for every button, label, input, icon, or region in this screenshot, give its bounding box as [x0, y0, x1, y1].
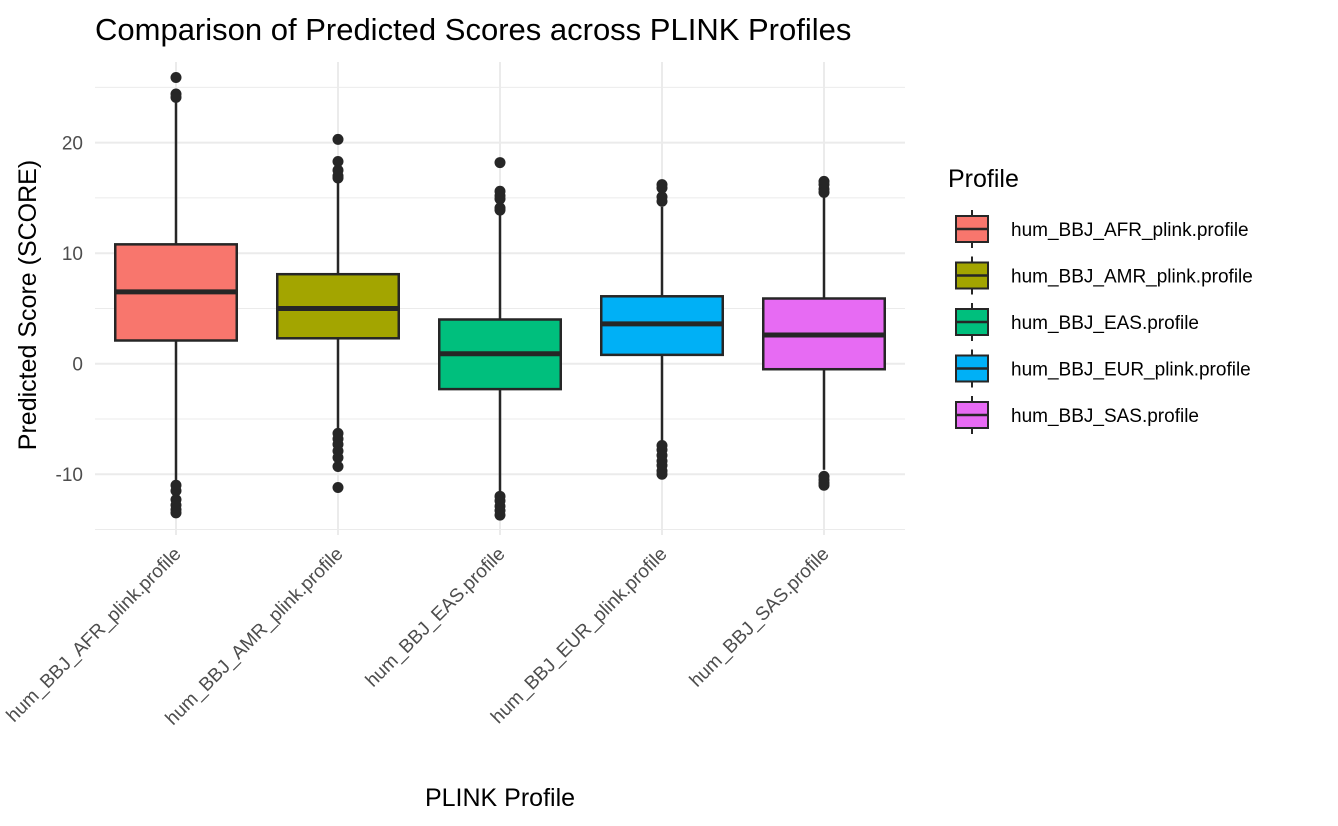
y-tick-labels: -10 0 10 20	[56, 134, 83, 487]
outlier-point	[494, 204, 506, 216]
legend: Profile hum_BBJ_AFR_plink.profile hum_BBJ…	[948, 165, 1253, 434]
box-2	[276, 133, 400, 493]
y-axis-title: Predicted Score (SCORE)	[14, 160, 42, 450]
x-tick-label: hum_BBJ_SAS.profile	[686, 544, 834, 692]
x-tick-label: hum_BBJ_EUR_plink.profile	[487, 544, 671, 728]
y-tick-label: 20	[62, 134, 83, 155]
outlier-point	[656, 468, 668, 480]
outlier-point	[170, 485, 182, 497]
outlier-point	[818, 186, 830, 198]
x-axis-title: PLINK Profile	[425, 784, 575, 812]
legend-item-2: hum_BBJ_AMR_plink.profile	[955, 256, 1253, 295]
outlier-point	[332, 481, 344, 493]
outlier-point	[170, 71, 182, 83]
box-4	[600, 179, 724, 480]
box-3	[438, 157, 562, 521]
y-tick-label: 10	[62, 244, 83, 265]
x-tick-label: hum_BBJ_EAS.profile	[362, 544, 510, 692]
outlier-point	[332, 172, 344, 184]
box-5	[762, 175, 886, 491]
x-tick-label: hum_BBJ_AMR_plink.profile	[162, 544, 348, 730]
x-tick-label: hum_BBJ_AFR_plink.profile	[3, 544, 186, 727]
y-tick-label: 0	[72, 355, 83, 376]
legend-label: hum_BBJ_EUR_plink.profile	[1011, 360, 1251, 381]
outlier-point	[332, 452, 344, 464]
outlier-point	[170, 507, 182, 519]
legend-item-4: hum_BBJ_EUR_plink.profile	[955, 349, 1251, 388]
legend-title: Profile	[948, 165, 1019, 193]
outlier-point	[494, 157, 506, 169]
legend-label: hum_BBJ_AFR_plink.profile	[1011, 220, 1249, 241]
outlier-point	[332, 460, 344, 472]
x-tick-labels: hum_BBJ_AFR_plink.profilehum_BBJ_AMR_pli…	[3, 544, 834, 730]
outlier-point	[818, 479, 830, 491]
chart-title: Comparison of Predicted Scores across PL…	[95, 12, 851, 47]
legend-label: hum_BBJ_SAS.profile	[1011, 406, 1199, 427]
box-1	[114, 71, 238, 519]
y-tick-label: -10	[56, 465, 83, 486]
outlier-point	[656, 195, 668, 207]
outlier-point	[494, 193, 506, 205]
legend-item-1: hum_BBJ_AFR_plink.profile	[955, 210, 1249, 248]
outlier-point	[332, 133, 344, 145]
box-series-group	[114, 71, 886, 521]
outlier-point	[332, 155, 344, 167]
legend-label: hum_BBJ_AMR_plink.profile	[1011, 267, 1253, 288]
outlier-point	[494, 509, 506, 521]
outlier-point	[656, 182, 668, 194]
legend-label: hum_BBJ_EAS.profile	[1011, 313, 1199, 334]
legend-item-5: hum_BBJ_SAS.profile	[955, 396, 1199, 434]
outlier-point	[170, 91, 182, 103]
legend-item-3: hum_BBJ_EAS.profile	[955, 303, 1199, 341]
